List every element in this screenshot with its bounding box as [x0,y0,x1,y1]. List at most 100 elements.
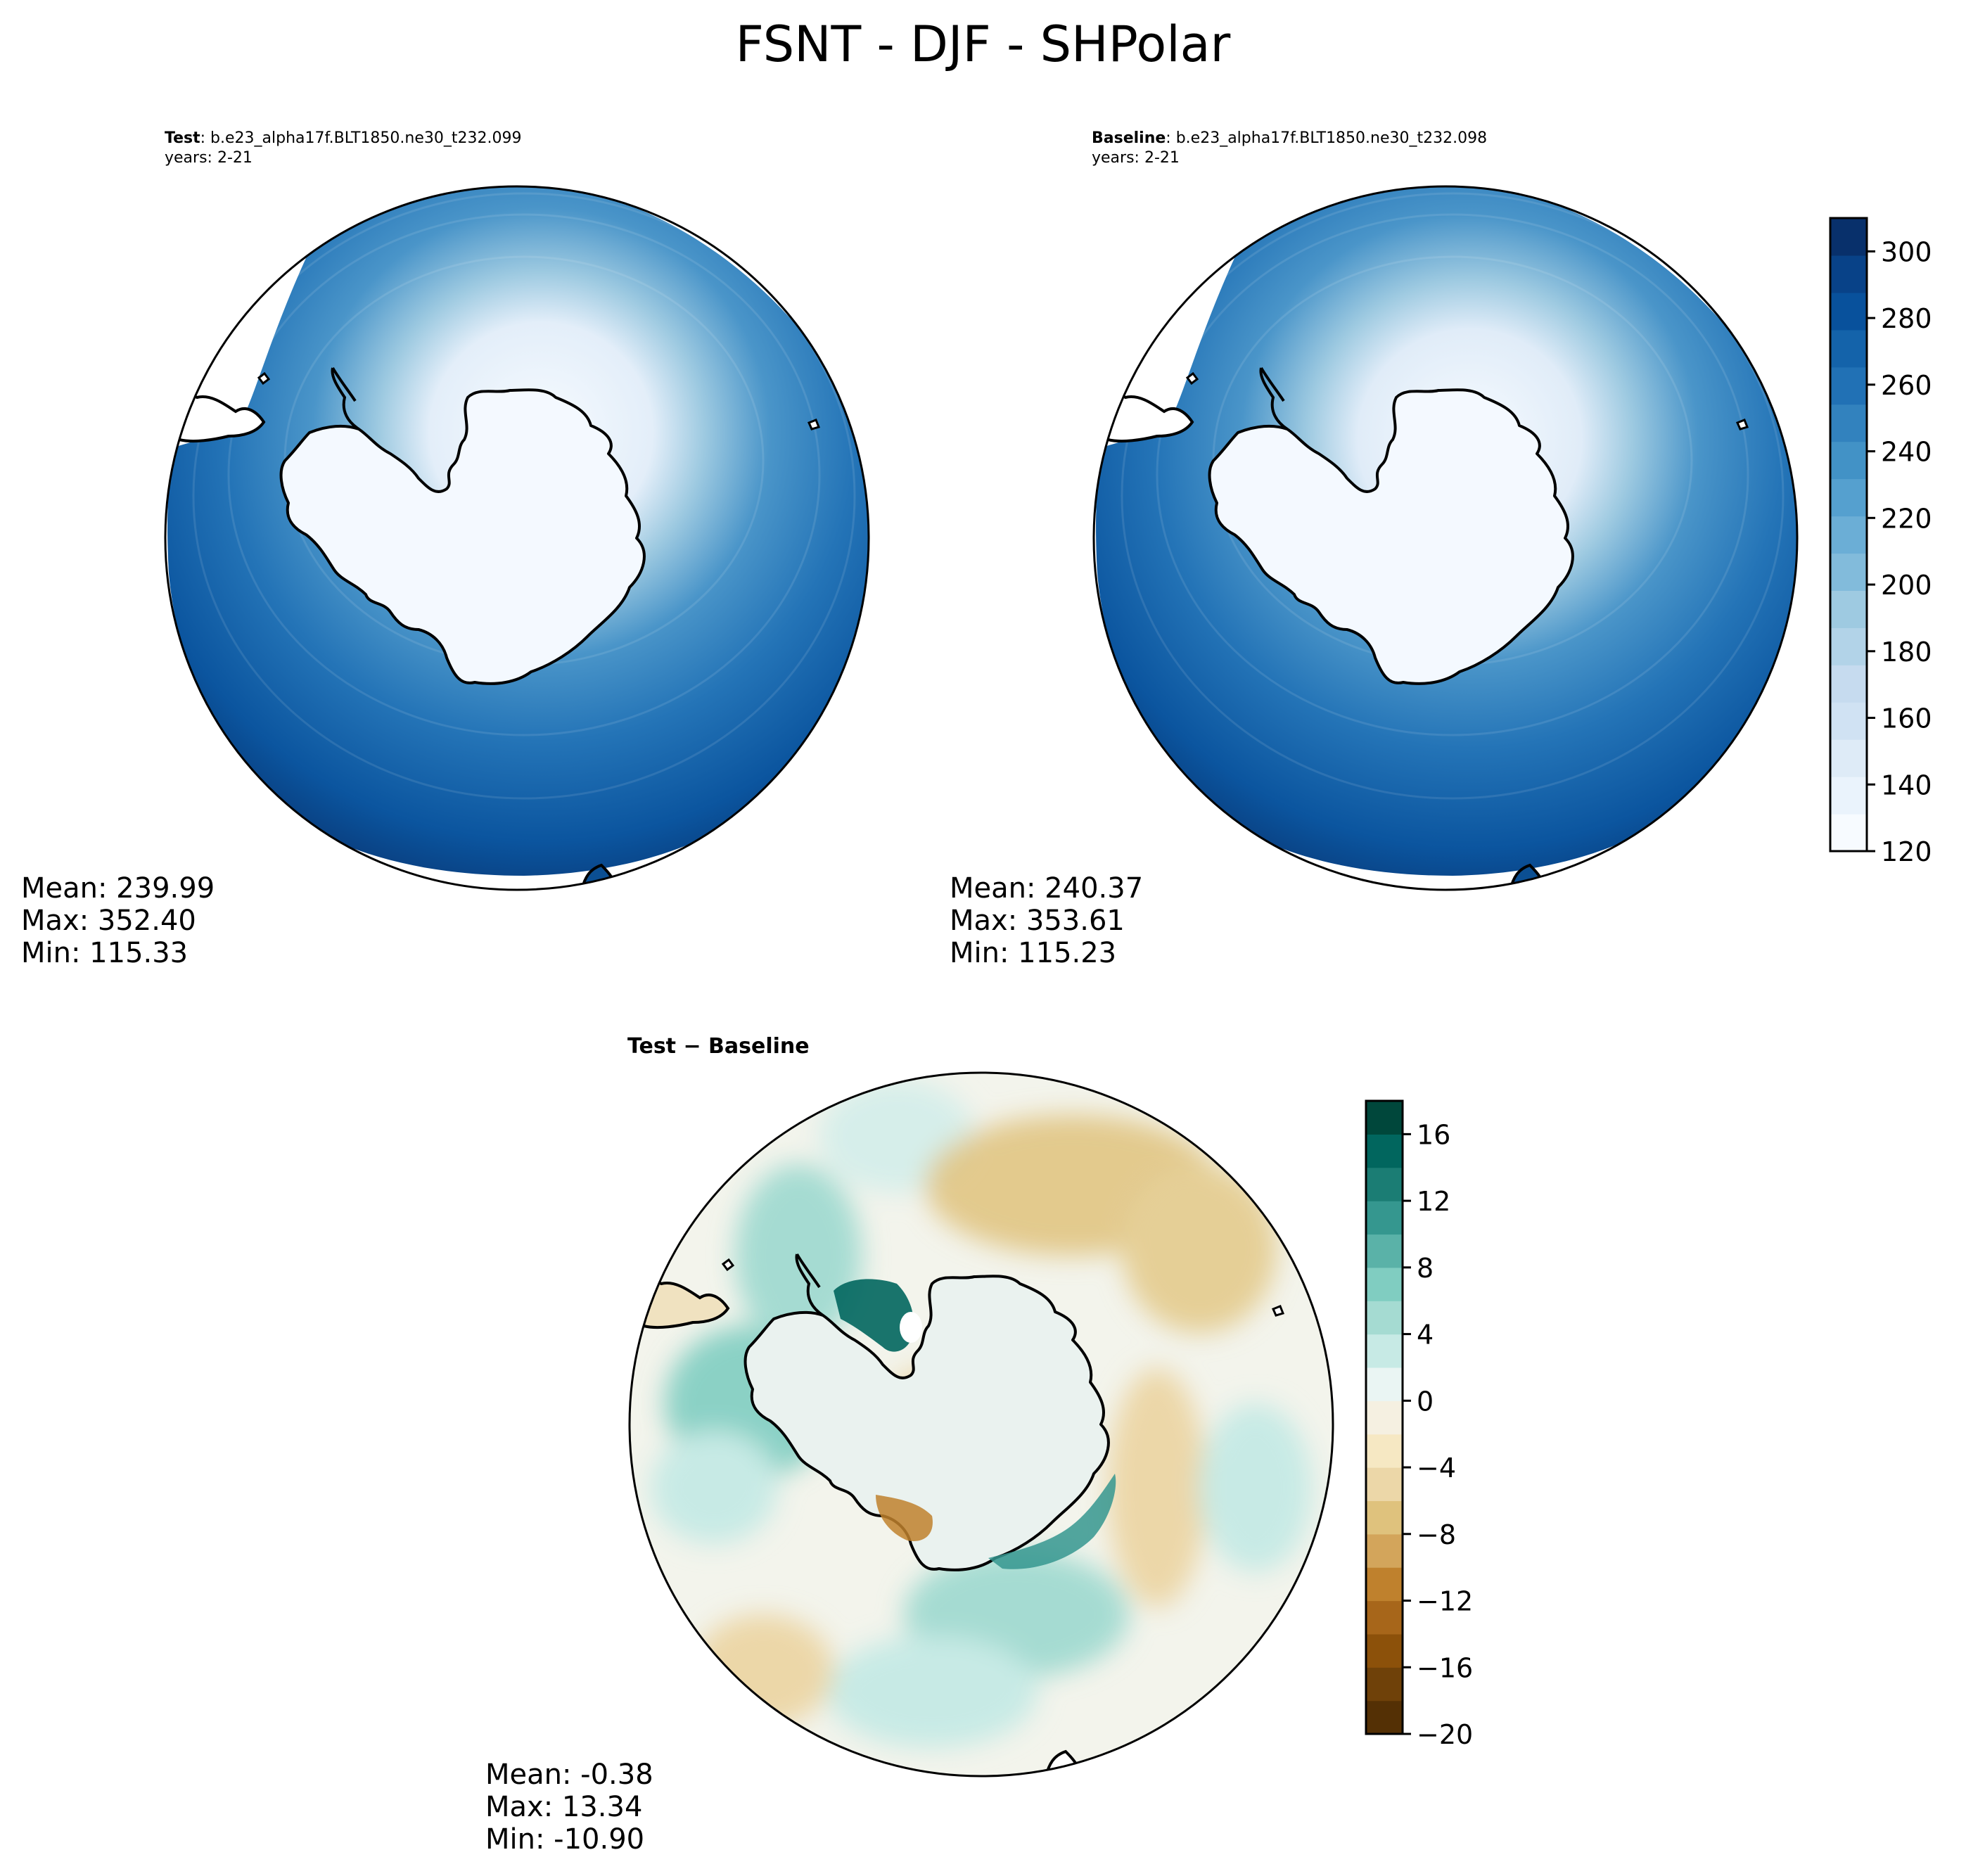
main-colorbar-tick-label: 160 [1881,703,1932,734]
baseline-mean: Mean: 240.37 [950,872,1144,905]
island-falklands [257,371,271,385]
island-kerguelen [1271,1305,1285,1317]
diff-colorbar-tick-label: 0 [1417,1386,1434,1417]
figure-title: FSNT - DJF - SHPolar [735,15,1231,73]
diff-colorbar-band [1366,1167,1403,1201]
main-colorbar-tick-label: 140 [1881,770,1932,800]
main-colorbar-band [1830,665,1867,703]
main-colorbar-band [1830,627,1867,665]
map-boundary [1092,185,1799,891]
diff-colorbar-band [1366,1533,1403,1568]
peninsula-coastline [1259,366,1289,430]
main-colorbar-frame [1829,217,1868,853]
baseline-stats: Mean: 240.37 Max: 353.61 Min: 115.23 [950,872,1143,969]
main-colorbar-band [1830,478,1867,517]
main-colorbar-band [1830,255,1867,293]
diff-colorbar-tick-label: −12 [1417,1586,1473,1617]
island-falklands [721,1258,735,1272]
test-stats: Mean: 239.99 Max: 352.40 Min: 115.33 [21,872,215,969]
island-kerguelen [807,419,821,430]
test-label: Test [165,129,200,147]
diff-colorbar-band [1366,1467,1403,1502]
main-colorbar-tick-label: 300 [1881,236,1932,267]
diff-colorbar-band [1366,1567,1403,1602]
main-colorbar-tick-label: 180 [1881,637,1932,668]
peninsula-gap [900,1312,922,1343]
map-boundary [164,185,870,891]
diff-colorbar-band [1366,1700,1403,1735]
peninsula-coastline [331,366,360,430]
main-colorbar-tick-label: 280 [1881,303,1932,334]
baseline-min: Min: 115.23 [950,937,1117,969]
anomaly-positive-peninsula [834,1279,914,1352]
diff-colorbar-band [1366,1101,1403,1135]
diff-colorbar-band [1366,1201,1403,1235]
island-falklands [1185,371,1199,385]
antarctica-coastline [279,388,646,685]
diff-stats: Mean: -0.38 Max: 13.34 Min: -10.90 [485,1759,653,1856]
diff-colorbar-band [1366,1267,1403,1301]
main-colorbar-band [1830,590,1867,628]
diff-min: Min: -10.90 [485,1823,645,1856]
main-colorbar-tick-label: 240 [1881,437,1932,468]
test-years: years: 2-21 [165,149,253,167]
main-colorbar-band [1830,777,1867,815]
diff-colorbar-band [1366,1633,1403,1668]
anomaly-positive-coast [988,1474,1116,1569]
main-colorbar-band [1830,702,1867,740]
main-colorbar-band [1830,553,1867,592]
baseline-panel-header: Baseline: b.e23_alpha17f.BLT1850.ne30_t2… [1092,129,1487,168]
main-colorbar-tick-label: 220 [1881,503,1932,534]
antarctica-coastline [1208,388,1574,685]
main-colorbar-tick-label: 120 [1881,836,1932,867]
main-colorbar-band [1830,404,1867,442]
main-colorbar: 120 140 160 180 200 220 240 260 280 300 [1829,217,1932,867]
anomaly-negative-coast [876,1495,933,1541]
main-colorbar-band [1830,814,1867,852]
test-case-name: : b.e23_alpha17f.BLT1850.ne30_t232.099 [200,129,522,147]
baseline-polar-map [1092,185,1799,891]
diff-colorbar-band [1366,1234,1403,1268]
diff-colorbar-band [1366,1400,1403,1435]
diff-colorbar-band [1366,1134,1403,1168]
diff-max: Max: 13.34 [485,1791,643,1823]
diff-colorbar-tick-label: 16 [1417,1119,1450,1150]
diff-colorbar-tick-label: −16 [1417,1652,1473,1683]
diff-colorbar-band [1366,1500,1403,1535]
main-colorbar-band [1830,329,1867,368]
main-colorbar-band [1830,516,1867,554]
difference-polar-map [628,1071,1334,1778]
diff-colorbar-tick-label: −20 [1417,1719,1473,1750]
map-boundary [628,1071,1334,1778]
diff-colorbar-band [1366,1334,1403,1368]
baseline-case-name: : b.e23_alpha17f.BLT1850.ne30_t232.098 [1166,129,1488,147]
diff-colorbar-tick-label: 12 [1417,1186,1450,1217]
main-colorbar-band [1830,739,1867,777]
main-colorbar-band [1830,441,1867,480]
baseline-max: Max: 353.61 [950,905,1125,937]
diff-panel-title: Test − Baseline [627,1034,810,1059]
main-colorbar-band [1830,218,1867,256]
diff-colorbar: −20 −16 −12 −8 −4 0 4 8 12 16 [1365,1099,1473,1750]
main-colorbar-tick-label: 260 [1881,370,1932,401]
test-polar-map [164,185,870,891]
diff-colorbar-band [1366,1667,1403,1702]
diff-colorbar-band [1366,1367,1403,1401]
island-kerguelen [1735,419,1749,430]
diff-colorbar-band [1366,1600,1403,1635]
peninsula-coastline [795,1253,824,1317]
main-colorbar-band [1830,292,1867,331]
diff-colorbar-tick-label: 4 [1417,1320,1434,1351]
main-colorbar-band [1830,366,1867,405]
diff-colorbar-tick-label: 8 [1417,1253,1434,1284]
baseline-label: Baseline [1092,129,1166,147]
test-min: Min: 115.33 [21,937,189,969]
test-mean: Mean: 239.99 [21,872,215,905]
diff-mean: Mean: -0.38 [485,1759,653,1791]
diff-colorbar-tick-label: −8 [1417,1519,1456,1550]
diff-colorbar-tick-label: −4 [1417,1453,1456,1483]
antarctica-coastline [743,1275,1110,1571]
test-max: Max: 352.40 [21,905,196,937]
test-panel-header: Test: b.e23_alpha17f.BLT1850.ne30_t232.0… [165,129,521,168]
diff-colorbar-frame [1365,1099,1404,1735]
